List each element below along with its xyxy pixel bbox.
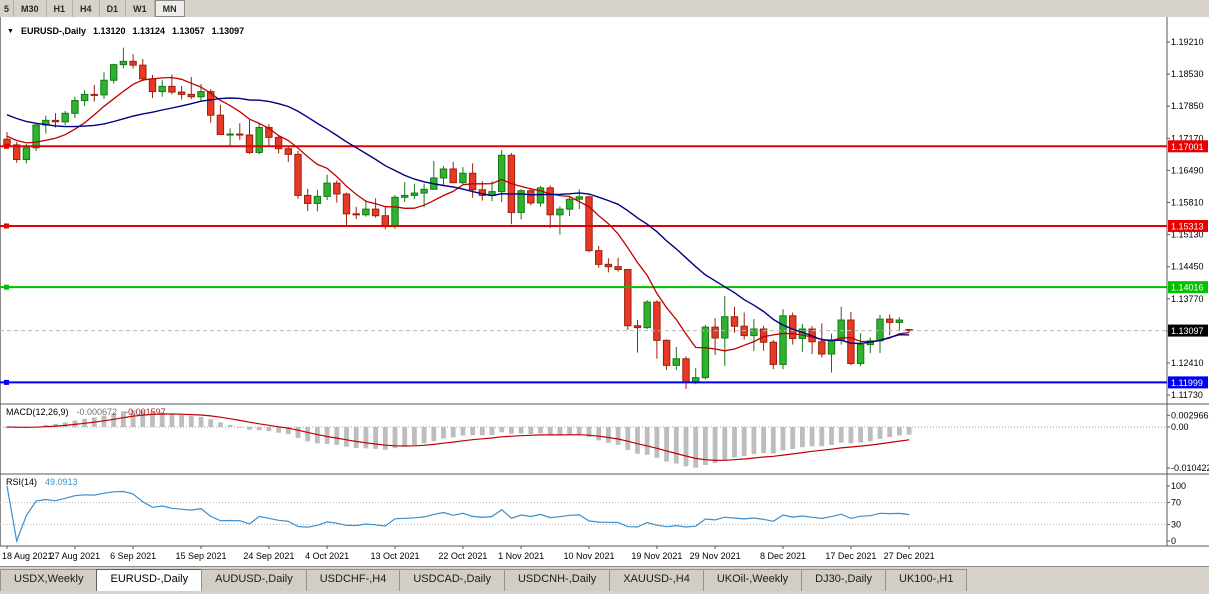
macd-main-value: -0.000672 bbox=[76, 407, 118, 417]
ohlc-open: 1.13120 bbox=[92, 26, 126, 36]
svg-text:1.19210: 1.19210 bbox=[1171, 37, 1204, 47]
rsi-indicator-label: RSI(14) 49.0913 bbox=[6, 477, 78, 487]
svg-text:19 Nov 2021: 19 Nov 2021 bbox=[631, 551, 682, 561]
timeframe-button-d1[interactable]: D1 bbox=[100, 0, 127, 17]
ohlc-high: 1.13124 bbox=[132, 26, 166, 36]
svg-text:1.14450: 1.14450 bbox=[1171, 262, 1204, 272]
chart-tab-eurusd-daily[interactable]: EURUSD-,Daily bbox=[96, 569, 203, 591]
svg-text:1.15810: 1.15810 bbox=[1171, 198, 1204, 208]
timeframe-button-mn[interactable]: MN bbox=[154, 0, 185, 17]
svg-text:27 Aug 2021: 27 Aug 2021 bbox=[50, 551, 101, 561]
svg-text:1.15313: 1.15313 bbox=[1171, 221, 1204, 231]
chart-tab-usdcad-daily[interactable]: USDCAD-,Daily bbox=[399, 569, 505, 591]
chart-tab-xauusd-h4[interactable]: XAUUSD-,H4 bbox=[609, 569, 704, 591]
chart-tab-usdcnh-daily[interactable]: USDCNH-,Daily bbox=[503, 569, 611, 591]
chart-symbol: EURUSD-,Daily bbox=[20, 26, 86, 36]
timeframe-button-5[interactable]: 5 bbox=[0, 0, 15, 17]
svg-text:0.00: 0.00 bbox=[1171, 422, 1189, 432]
timeframe-toolbar: 5 M30 H1 H4 D1 W1 MN bbox=[0, 0, 1209, 18]
svg-text:17 Dec 2021: 17 Dec 2021 bbox=[825, 551, 876, 561]
chart-tab-dj30-daily[interactable]: DJ30-,Daily bbox=[801, 569, 887, 591]
svg-text:13 Oct 2021: 13 Oct 2021 bbox=[370, 551, 419, 561]
chart-area: 1.19210 1.18530 1.17850 1.17170 1.16490 1.158… bbox=[0, 17, 1209, 566]
rsi-value: 49.0913 bbox=[45, 477, 78, 487]
timeframe-button-h4[interactable]: H4 bbox=[73, 0, 100, 17]
rsi-name: RSI(14) bbox=[6, 477, 38, 487]
svg-text:1 Nov 2021: 1 Nov 2021 bbox=[498, 551, 544, 561]
timeframe-button-h1[interactable]: H1 bbox=[47, 0, 74, 17]
svg-text:22 Oct 2021: 22 Oct 2021 bbox=[438, 551, 487, 561]
svg-text:4 Oct 2021: 4 Oct 2021 bbox=[305, 551, 349, 561]
svg-text:1.11730: 1.11730 bbox=[1171, 390, 1203, 400]
svg-text:1.15130: 1.15130 bbox=[1171, 230, 1204, 240]
svg-text:0: 0 bbox=[1171, 536, 1176, 546]
ma-fast-line bbox=[6, 76, 910, 352]
chart-tab-usdx-weekly[interactable]: USDX,Weekly bbox=[0, 569, 98, 591]
svg-text:15 Sep 2021: 15 Sep 2021 bbox=[175, 551, 226, 561]
chart-tabs-bar: USDX,Weekly EURUSD-,Daily AUDUSD-,Daily USD… bbox=[0, 566, 1209, 594]
chart-tab-uk100-h1[interactable]: UK100-,H1 bbox=[885, 569, 968, 591]
svg-text:1.17001: 1.17001 bbox=[1171, 142, 1204, 152]
svg-text:30: 30 bbox=[1171, 520, 1181, 530]
svg-text:10 Nov 2021: 10 Nov 2021 bbox=[563, 551, 614, 561]
macd-indicator-label: MACD(12,26,9) -0.000672 -0.001597 bbox=[6, 407, 166, 417]
timeframe-button-w1[interactable]: W1 bbox=[126, 0, 155, 17]
svg-text:18 Aug 2021: 18 Aug 2021 bbox=[2, 551, 53, 561]
price-line-labels: 1.17001 1.15313 1.14016 1.11999 1.13097 bbox=[1168, 140, 1208, 389]
macd-name: MACD(12,26,9) bbox=[6, 407, 69, 417]
svg-text:1.17170: 1.17170 bbox=[1171, 133, 1204, 143]
chart-tab-ukoil-weekly[interactable]: UKOil-,Weekly bbox=[702, 569, 803, 591]
svg-text:24 Sep 2021: 24 Sep 2021 bbox=[243, 551, 294, 561]
candles-layer[interactable] bbox=[3, 47, 913, 389]
horizontal-lines-layer[interactable] bbox=[0, 143, 1167, 385]
price-chart-canvas[interactable]: 1.19210 1.18530 1.17850 1.17170 1.16490 1.158… bbox=[0, 17, 1209, 566]
timeframe-button-m30[interactable]: M30 bbox=[14, 0, 47, 17]
svg-text:8 Dec 2021: 8 Dec 2021 bbox=[760, 551, 806, 561]
svg-text:1.14016: 1.14016 bbox=[1171, 283, 1204, 293]
triangle-down-icon[interactable]: ▼ bbox=[7, 27, 14, 35]
svg-text:1.17850: 1.17850 bbox=[1171, 101, 1204, 111]
svg-text:70: 70 bbox=[1171, 498, 1181, 508]
ohlc-low: 1.13057 bbox=[172, 26, 205, 36]
svg-text:100: 100 bbox=[1171, 481, 1186, 491]
svg-text:1.18530: 1.18530 bbox=[1171, 69, 1204, 79]
svg-text:1.12410: 1.12410 bbox=[1171, 358, 1204, 368]
price-axis[interactable]: 1.19210 1.18530 1.17850 1.17170 1.16490 1.158… bbox=[1167, 37, 1204, 400]
chart-tab-usdchf-h4[interactable]: USDCHF-,H4 bbox=[305, 569, 401, 591]
chart-tab-audusd-daily[interactable]: AUDUSD-,Daily bbox=[201, 569, 307, 591]
svg-text:6 Sep 2021: 6 Sep 2021 bbox=[110, 551, 156, 561]
svg-text:0.002966: 0.002966 bbox=[1171, 410, 1209, 420]
svg-text:1.13097: 1.13097 bbox=[1171, 326, 1204, 336]
svg-text:1.11999: 1.11999 bbox=[1171, 378, 1203, 388]
rsi-panel: 100 70 30 0 bbox=[0, 481, 1186, 546]
svg-text:1.13770: 1.13770 bbox=[1171, 294, 1204, 304]
svg-text:27 Dec 2021: 27 Dec 2021 bbox=[884, 551, 935, 561]
ohlc-close: 1.13097 bbox=[211, 26, 245, 36]
ma-slow-line bbox=[6, 97, 910, 345]
svg-text:1.16490: 1.16490 bbox=[1171, 165, 1204, 175]
macd-panel: 0.002966 0.00 -0.010422 bbox=[0, 410, 1209, 473]
svg-text:29 Nov 2021: 29 Nov 2021 bbox=[690, 551, 741, 561]
chart-title-overlay: ▼ EURUSD-,Daily 1.13120 1.13124 1.13057 … bbox=[7, 26, 244, 36]
svg-text:-0.010422: -0.010422 bbox=[1171, 463, 1209, 473]
macd-signal-value: -0.001597 bbox=[125, 407, 166, 417]
